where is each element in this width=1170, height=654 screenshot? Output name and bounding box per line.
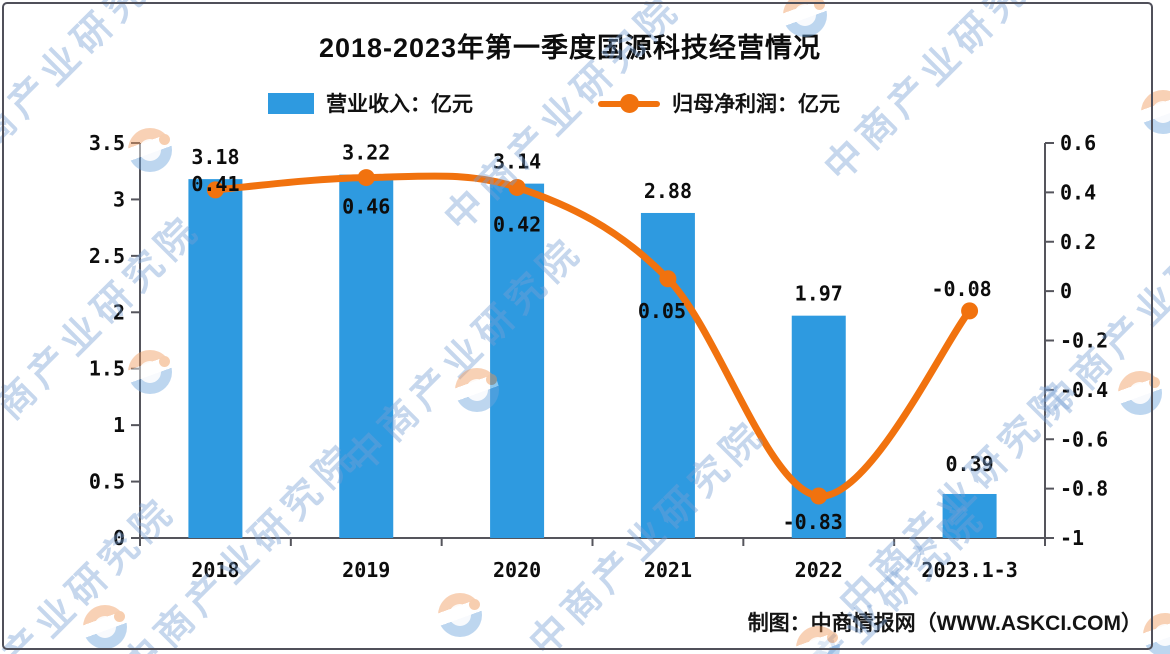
left-axis-tick-label: 2 [113, 300, 125, 324]
legend-label-net-profit: 归母净利润：亿元 [672, 93, 840, 116]
left-axis-tick-label: 3.5 [89, 131, 125, 155]
line-point-marker [357, 169, 375, 187]
source-credit: 制图：中商情报网（WWW.ASKCI.COM） [747, 612, 1142, 635]
bar-series-swatch-icon [268, 92, 314, 114]
x-axis-category-label: 2023.1-3 [921, 558, 1017, 582]
left-axis-tick-label: 1.5 [89, 357, 125, 381]
right-axis-tick-label: -0.4 [1060, 378, 1108, 402]
bar-value-label: 2.88 [644, 179, 692, 203]
line-point-marker [508, 178, 526, 196]
line-value-label: 0.05 [638, 299, 686, 323]
legend-label-revenue: 营业收入：亿元 [326, 93, 473, 116]
left-axis-tick-label: 1 [113, 413, 125, 437]
line-value-label: -0.83 [783, 510, 843, 534]
bar-value-label: 0.39 [945, 452, 993, 476]
line-value-label: 0.41 [191, 172, 239, 196]
x-axis-category-label: 2022 [795, 558, 843, 582]
x-axis-category-label: 2018 [191, 558, 239, 582]
right-axis-tick-label: -0.2 [1060, 329, 1108, 353]
line-point-marker [206, 181, 224, 199]
left-axis-tick-label: 3 [113, 187, 125, 211]
bar-value-label: 3.14 [493, 150, 541, 174]
right-axis-tick-label: -0.6 [1060, 427, 1108, 451]
x-axis-category-label: 2020 [493, 558, 541, 582]
line-point-marker [810, 487, 828, 505]
bar-value-label: 1.97 [795, 282, 843, 306]
legend-item-revenue: 营业收入：亿元 [268, 90, 473, 116]
x-axis-category-label: 2019 [342, 558, 390, 582]
right-axis-tick-label: 0.6 [1060, 131, 1096, 155]
line-series-marker-icon [598, 93, 660, 114]
line-value-label: -0.08 [931, 277, 991, 301]
revenue-bar [188, 179, 243, 538]
left-axis-tick-label: 0 [113, 526, 125, 550]
legend-item-net-profit: 归母净利润：亿元 [598, 90, 840, 116]
line-point-marker [659, 270, 677, 288]
chart-title: 2018-2023年第一季度国源科技经营情况 [318, 33, 822, 63]
x-axis-category-label: 2021 [644, 558, 692, 582]
line-point-marker [961, 302, 979, 320]
right-axis-tick-label: -1 [1060, 526, 1084, 550]
right-axis-tick-label: 0.4 [1060, 180, 1096, 204]
revenue-bar [339, 174, 394, 538]
right-axis-tick-label: -0.8 [1060, 477, 1108, 501]
revenue-bar [490, 183, 545, 538]
line-value-label: 0.46 [342, 195, 390, 219]
bar-value-label: 3.22 [342, 141, 390, 165]
right-axis-tick-label: 0.2 [1060, 230, 1096, 254]
left-axis-tick-label: 0.5 [89, 470, 125, 494]
right-axis-tick-label: 0 [1060, 279, 1072, 303]
line-value-label: 0.42 [493, 212, 541, 236]
revenue-bar [942, 493, 997, 538]
bar-value-label: 3.18 [191, 145, 239, 169]
revenue-bar [640, 212, 695, 538]
left-axis-tick-label: 2.5 [89, 244, 125, 268]
